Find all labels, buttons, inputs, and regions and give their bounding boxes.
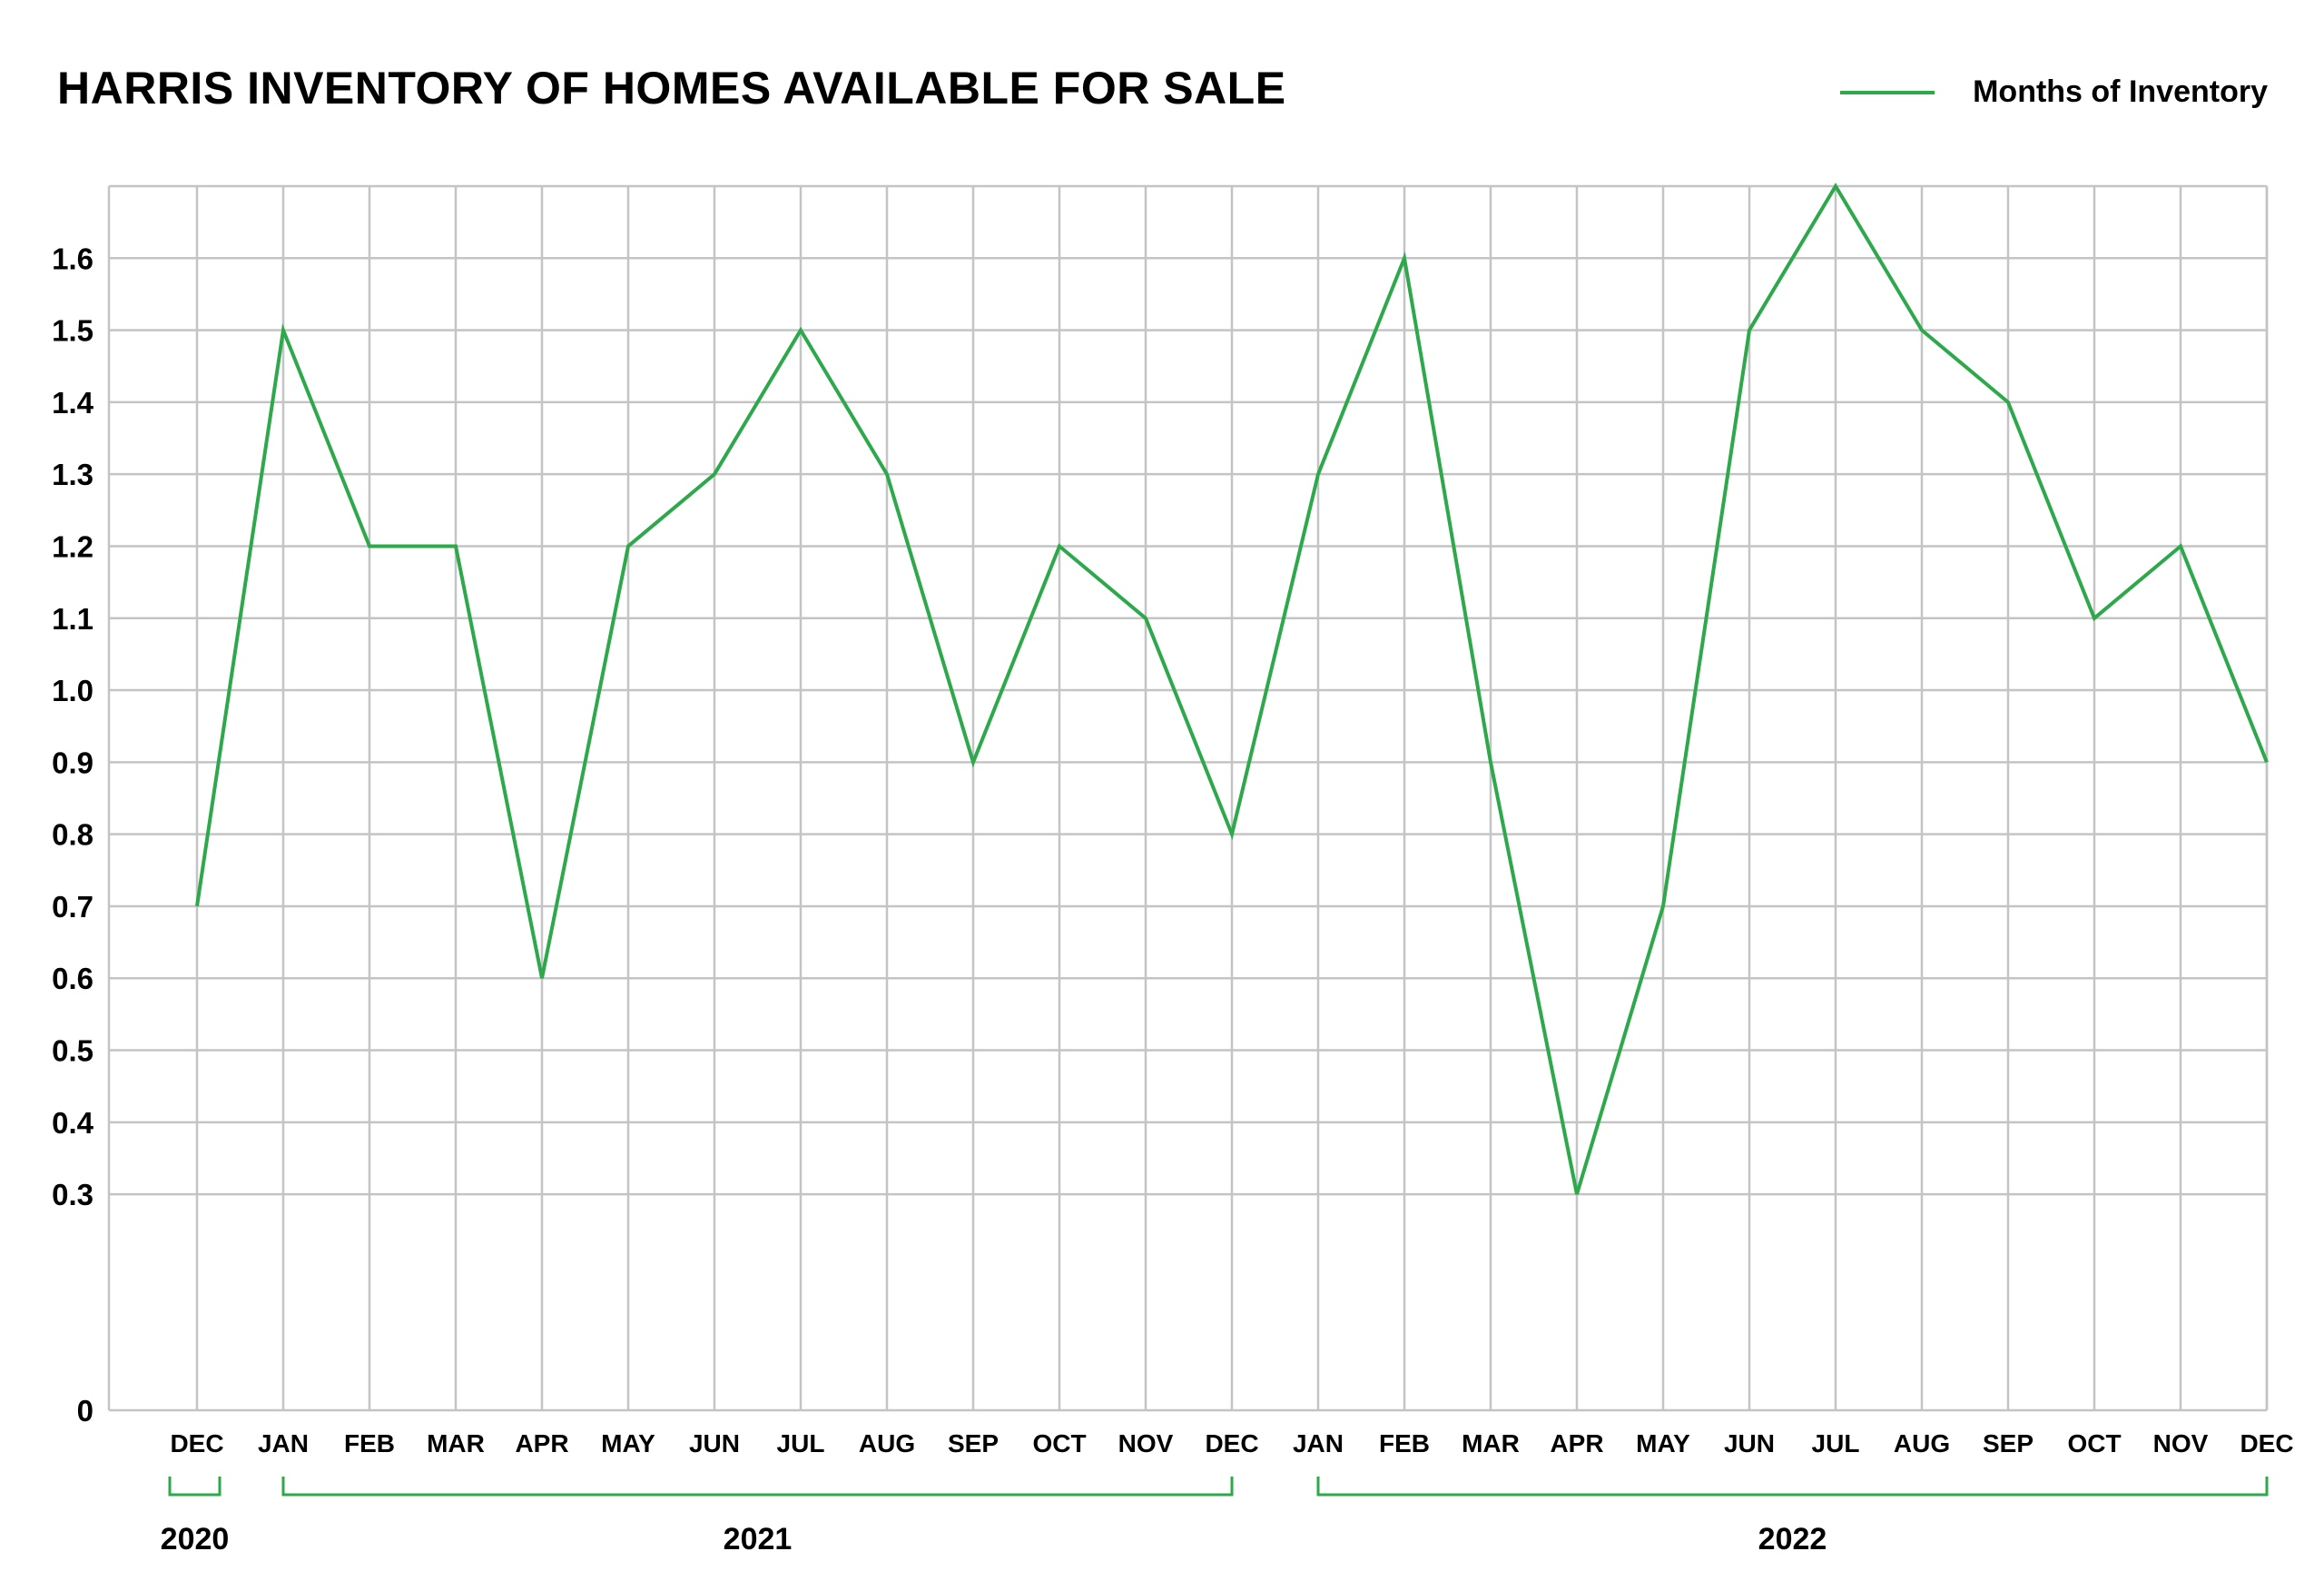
year-bracket: [168, 1477, 222, 1497]
y-tick-label: 0.3: [52, 1178, 94, 1211]
x-tick-label: JUN: [1724, 1429, 1775, 1457]
x-tick-label: AUG: [859, 1429, 915, 1457]
y-tick-label: 0.5: [52, 1034, 94, 1068]
x-tick-label: NOV: [1118, 1429, 1174, 1457]
y-tick-label: 0.6: [52, 962, 94, 995]
x-tick-label: MAR: [427, 1429, 485, 1457]
chart-title: HARRIS INVENTORY OF HOMES AVAILABLE FOR …: [57, 63, 1286, 114]
x-tick-label: FEB: [344, 1429, 395, 1457]
x-tick-label: APR: [1550, 1429, 1603, 1457]
x-tick-label: APR: [515, 1429, 568, 1457]
x-tick-label: MAR: [1462, 1429, 1520, 1457]
x-tick-label: JAN: [258, 1429, 309, 1457]
y-tick-label: 0.8: [52, 818, 94, 852]
x-tick-label: JAN: [1293, 1429, 1344, 1457]
x-tick-label: DEC: [1205, 1429, 1258, 1457]
x-tick-label: OCT: [1032, 1429, 1086, 1457]
x-tick-label: MAY: [1636, 1429, 1690, 1457]
legend-line-swatch: [1840, 90, 1935, 94]
x-tick-label: JUL: [777, 1429, 825, 1457]
year-label: 2022: [1758, 1522, 1827, 1556]
chart-legend: Months of Inventory: [1840, 74, 2268, 110]
y-tick-label: 0.7: [52, 890, 94, 924]
year-label: 2021: [724, 1522, 793, 1556]
x-tick-label: SEP: [1983, 1429, 2034, 1457]
y-tick-label: 1.1: [52, 602, 94, 636]
y-tick-label: 1.4: [52, 386, 94, 420]
x-tick-label: MAY: [601, 1429, 655, 1457]
x-tick-label: SEP: [948, 1429, 999, 1457]
x-tick-label: NOV: [2153, 1429, 2209, 1457]
x-tick-label: AUG: [1894, 1429, 1950, 1457]
y-tick-label: 1.6: [52, 242, 94, 275]
year-label: 2020: [161, 1522, 230, 1556]
y-tick-label: 1.2: [52, 529, 94, 563]
x-tick-label: FEB: [1379, 1429, 1430, 1457]
y-tick-label: 0.9: [52, 746, 94, 779]
year-bracket: [1316, 1477, 2269, 1497]
legend-label: Months of Inventory: [1973, 74, 2268, 109]
x-tick-label: DEC: [170, 1429, 223, 1457]
y-tick-label: 0: [77, 1394, 94, 1428]
x-tick-label: OCT: [2067, 1429, 2121, 1457]
x-tick-label: DEC: [2240, 1429, 2293, 1457]
year-bracket: [281, 1477, 1234, 1497]
y-tick-label: 1.3: [52, 458, 94, 491]
y-tick-label: 0.4: [52, 1106, 94, 1140]
x-tick-label: JUN: [689, 1429, 740, 1457]
y-tick-label: 1.5: [52, 314, 94, 348]
x-tick-label: JUL: [1812, 1429, 1860, 1457]
y-tick-label: 1.0: [52, 674, 94, 707]
